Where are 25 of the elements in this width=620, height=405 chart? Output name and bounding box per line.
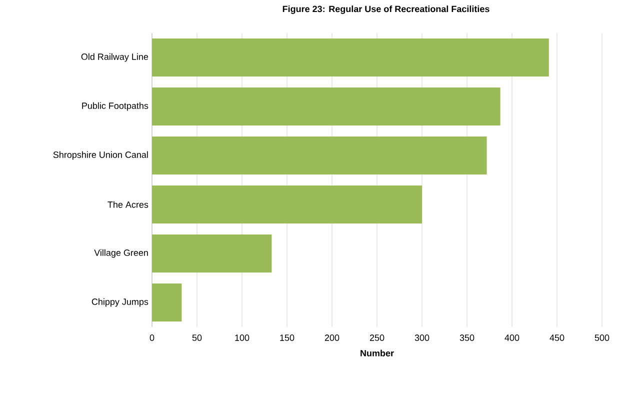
x-tick-label: 0: [150, 334, 154, 341]
bar: [152, 88, 500, 126]
x-tick-label: 500: [594, 334, 610, 341]
x-tick-label: 50: [192, 334, 202, 341]
y-tick-label: Village Green: [94, 249, 148, 258]
x-tick-label: 100: [235, 334, 250, 341]
y-tick-label: Old Railway Line: [81, 53, 148, 62]
x-tick-label: 200: [324, 334, 340, 341]
x-tick-label: 150: [280, 334, 294, 341]
y-tick-label: Public Footpaths: [82, 102, 148, 111]
x-tick-label: 450: [550, 334, 564, 341]
bar: [152, 38, 549, 77]
y-tick-label: The Acres: [108, 201, 148, 208]
x-tick-label: 350: [460, 334, 474, 341]
bar: [152, 234, 272, 273]
bar: [152, 136, 487, 175]
x-tick-label: 300: [414, 334, 430, 341]
x-axis-title: Number: [360, 350, 394, 356]
y-tick-label: Chippy Jumps: [92, 298, 148, 307]
chart-title: Figure 23: Regular Use of Recreational Facilities: [282, 6, 490, 14]
bar: [152, 284, 182, 322]
bar: [152, 186, 422, 224]
x-tick-label: 250: [370, 334, 384, 341]
x-tick-label: 400: [504, 334, 520, 341]
y-tick-label: Shropshire Union Canal: [53, 151, 148, 160]
